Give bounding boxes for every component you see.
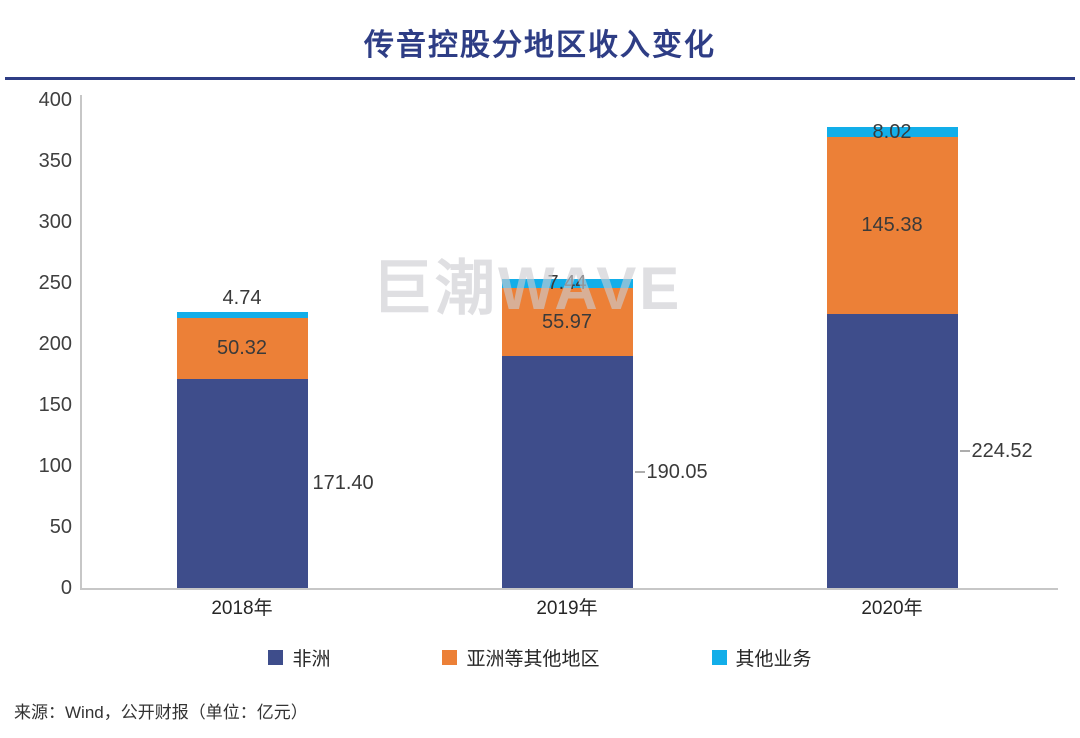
legend-swatch-icon [442, 650, 458, 665]
bar-segment-asia [501, 287, 633, 357]
value-label-leader [959, 450, 970, 452]
value-label-leader [634, 471, 645, 473]
value-label-asia: 145.38 [861, 214, 923, 237]
value-label-asia: 50.32 [216, 337, 268, 360]
y-axis-line [80, 95, 82, 589]
y-axis-tick-label: 400 [38, 89, 72, 111]
legend-label: 其他业务 [735, 649, 812, 670]
bar-segment-asia [176, 317, 308, 379]
source-note: 来源：Wind，公开财报（单位：亿元） [14, 703, 308, 722]
y-axis-tick-label: 250 [38, 272, 72, 294]
y-axis-tick-label: 350 [38, 150, 72, 172]
value-label-africa: 171.40 [312, 472, 374, 495]
value-label-asia: 55.97 [541, 310, 593, 333]
legend-swatch-icon [711, 650, 727, 665]
legend-item-africa: 非洲 [268, 644, 330, 671]
y-axis-tick-label: 100 [38, 455, 72, 477]
legend-label: 非洲 [292, 649, 331, 670]
y-axis-tick-label: 300 [38, 211, 72, 233]
legend-label: 亚洲等其他地区 [466, 649, 600, 670]
value-label-other: 4.74 [222, 286, 262, 309]
legend: 非洲 亚洲等其他地区 其他业务 [0, 644, 1080, 671]
y-axis-tick-label: 150 [38, 394, 72, 416]
value-label-other: 8.02 [872, 120, 912, 143]
chart-area: 0 50 100 150 200 250 300 350 400 171.40 50.32 4.74 2… [0, 90, 1080, 635]
bar-segment-other [826, 126, 958, 137]
y-axis-tick-label: 0 [60, 577, 72, 599]
value-label-africa: 190.05 [646, 461, 708, 484]
x-axis-label: 2020年 [861, 598, 923, 619]
bar-segment-africa [501, 356, 633, 588]
legend-item-other: 其他业务 [711, 644, 812, 671]
y-axis-tick-label: 200 [38, 333, 72, 355]
page-title: 传音控股分地区收入变化 [364, 29, 716, 62]
value-label-other: 7.44 [547, 272, 587, 295]
title-divider [5, 77, 1075, 80]
bar-segment-other [501, 278, 633, 288]
x-axis-line [80, 588, 1058, 590]
value-label-africa: 224.52 [971, 440, 1033, 463]
bar-segment-asia [826, 136, 958, 315]
legend-item-asia: 亚洲等其他地区 [442, 644, 600, 671]
y-axis-tick-label: 50 [49, 516, 72, 538]
bar-segment-africa [176, 378, 308, 588]
x-axis-label: 2019年 [536, 598, 598, 619]
bar-segment-africa [826, 314, 958, 588]
legend-swatch-icon [268, 650, 284, 665]
x-axis-label: 2018年 [211, 598, 273, 619]
bar-segment-other [176, 311, 308, 318]
